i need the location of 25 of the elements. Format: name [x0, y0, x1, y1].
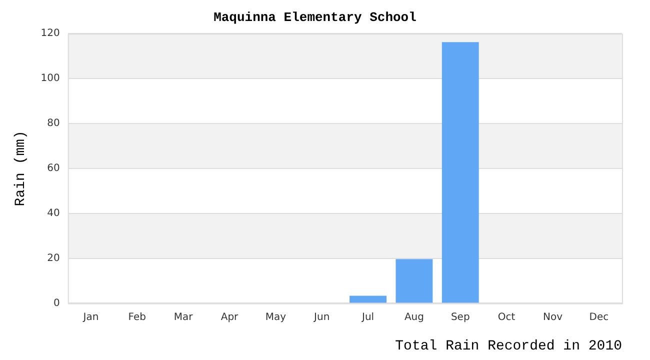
- x-tick-label: Apr: [220, 312, 240, 323]
- x-tick-label: Mar: [174, 312, 194, 323]
- x-tick-label: Aug: [404, 312, 424, 323]
- y-tick-label: 20: [47, 252, 60, 264]
- x-axis-title: Total Rain Recorded in 2010: [395, 338, 622, 354]
- x-tick-label: Jul: [360, 312, 374, 323]
- x-tick-label: Dec: [589, 312, 609, 323]
- bar: [442, 42, 479, 303]
- y-tick-label: 60: [47, 162, 60, 174]
- x-tick-label: May: [265, 312, 286, 323]
- y-tick-label: 0: [54, 298, 60, 309]
- x-tick-label: Jan: [82, 312, 99, 323]
- x-tick-label: Jun: [313, 312, 330, 323]
- y-axis-title: Rain (mm): [13, 130, 30, 206]
- x-tick-label: Feb: [128, 312, 146, 323]
- chart-title: Maquinna Elementary School: [214, 10, 417, 26]
- bar: [396, 259, 433, 303]
- x-tick-label: Sep: [450, 312, 470, 323]
- y-tick-label: 100: [40, 73, 60, 84]
- x-tick-label: Oct: [498, 312, 516, 323]
- y-tick-label: 120: [40, 28, 60, 40]
- x-tick-label: Nov: [542, 312, 563, 323]
- y-tick-label: 40: [47, 208, 60, 219]
- y-tick-label: 80: [47, 118, 60, 130]
- bar: [350, 296, 386, 303]
